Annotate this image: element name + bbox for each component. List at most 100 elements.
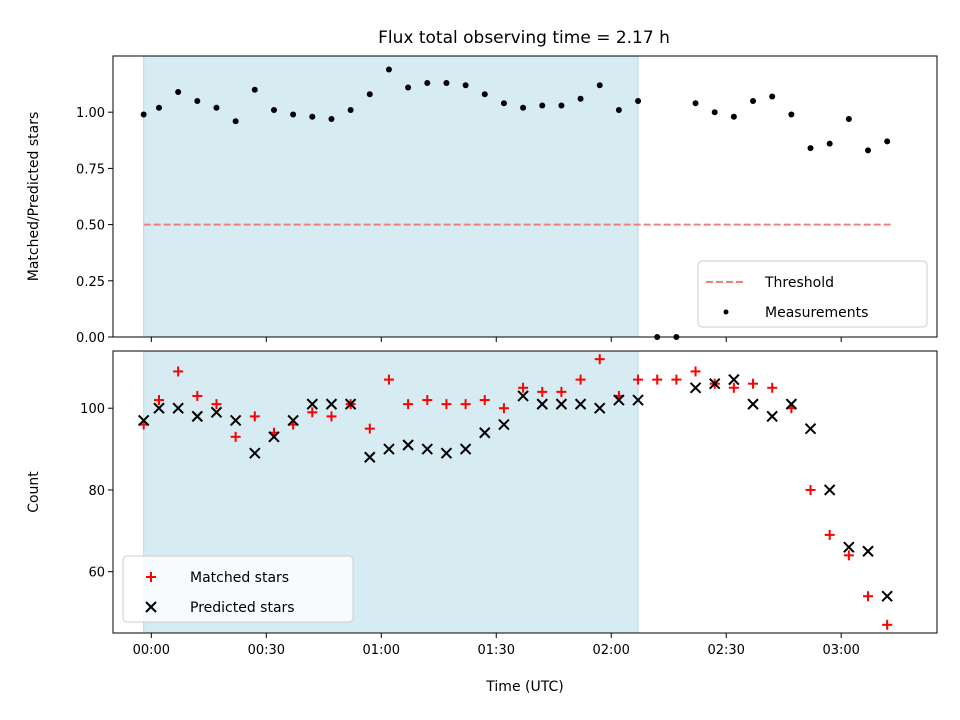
y-tick-label: 1.00 (76, 106, 105, 121)
predicted-stars-point (229, 414, 242, 427)
predicted-stars-point (823, 484, 836, 496)
series-measurements (140, 66, 891, 340)
matched-stars-point (383, 374, 394, 385)
matched-stars-point (824, 529, 835, 540)
measurement-point (692, 100, 699, 107)
legend-measurement-swatch (723, 309, 729, 315)
measurement-point (328, 115, 335, 122)
measurement-point (558, 102, 565, 109)
predicted-stars-point (843, 541, 855, 553)
x-tick-label: 01:30 (478, 643, 515, 658)
measurement-point (730, 113, 737, 120)
predicted-stars-point (766, 410, 778, 423)
measurement-point (270, 106, 277, 113)
axes-frame-0 (112, 55, 938, 338)
measurement-point (884, 138, 891, 145)
y-tick-label: 0.00 (76, 331, 105, 346)
matched-stars-point (652, 374, 663, 385)
predicted-stars-point (881, 590, 893, 602)
legend-label: Threshold (764, 275, 834, 291)
measurement-point (443, 79, 450, 86)
predicted-stars-point (402, 439, 414, 451)
top-panel: 0.00 0.25 0.50 0.75 1.00 Matched/Predicted st… (26, 55, 938, 346)
predicted-stars-point (344, 398, 357, 410)
predicted-stars-point (440, 447, 453, 459)
predicted-stars-point (364, 451, 376, 463)
predicted-stars-point (172, 402, 184, 414)
predicted-stars-point (804, 422, 817, 435)
predicted-stars-point (574, 398, 587, 410)
legend-label: Matched stars (190, 570, 289, 586)
measurement-point (865, 147, 872, 154)
measurement-point (347, 106, 354, 113)
predicted-stars-point (709, 377, 721, 390)
observing-span-0 (143, 55, 639, 338)
predicted-stars-point (632, 394, 644, 406)
matched-stars-point (460, 399, 471, 410)
matched-stars-point (843, 550, 854, 561)
matched-stars-point (728, 382, 739, 393)
matched-stars-point (863, 591, 874, 602)
measurement-point (309, 113, 316, 120)
predicted-stars-point (249, 447, 261, 459)
x-tick-label: 02:00 (592, 643, 629, 658)
predicted-stars-point (421, 443, 433, 455)
measurement-point (539, 102, 546, 109)
matched-stars-point (153, 395, 164, 406)
matched-stars-point (173, 366, 184, 377)
legend-box (122, 555, 354, 623)
predicted-stars-point (191, 410, 204, 423)
x-tick-label: 02:30 (707, 643, 744, 658)
measurement-point (788, 111, 795, 118)
legend-item: Measurements (723, 305, 868, 321)
matched-stars-point (882, 619, 893, 630)
predicted-stars-point (137, 414, 150, 427)
predicted-stars-point (268, 431, 280, 443)
legend-item: Matched stars (146, 570, 289, 586)
matched-stars-point (805, 484, 816, 495)
matched-stars-point (479, 395, 490, 406)
legend-1: Matched stars Predicted stars (122, 555, 354, 623)
legend-label: Predicted stars (190, 600, 295, 616)
series-matched-stars (138, 354, 893, 630)
x-tick-label: 01:00 (363, 643, 400, 658)
predicted-stars-point (594, 402, 606, 414)
x-axis-label: Time (UTC) (485, 679, 563, 695)
predicted-stars-point (785, 398, 798, 410)
predicted-stars-point (287, 414, 299, 427)
predicted-stars-point (383, 443, 395, 455)
measurement-point (807, 145, 814, 152)
y-tick-label: 80 (88, 484, 105, 499)
measurement-point (366, 91, 373, 98)
matched-stars-point (249, 411, 260, 422)
predicted-stars-point (536, 398, 548, 410)
measurement-point (155, 104, 162, 111)
measurement-point (385, 66, 392, 73)
predicted-stars-point (306, 398, 319, 410)
predicted-stars-point (479, 427, 491, 439)
predicted-stars-point (153, 402, 165, 414)
matched-stars-point (633, 374, 644, 385)
predicted-stars-point (862, 545, 874, 557)
y-tick-label: 0.75 (76, 162, 105, 177)
measurement-point (769, 93, 776, 100)
predicted-stars-point (325, 398, 338, 410)
measurement-point (577, 95, 584, 102)
x-tick-label: 00:00 (133, 643, 170, 658)
measurement-point (194, 97, 201, 104)
matched-stars-point (441, 399, 452, 410)
measurement-point (615, 106, 622, 113)
matched-stars-point (230, 431, 241, 442)
matched-stars-point (575, 374, 586, 385)
measurement-point (635, 97, 642, 104)
matched-stars-point (594, 354, 605, 365)
matched-stars-point (498, 403, 509, 414)
measurement-point (500, 100, 507, 107)
predicted-stars-point (728, 373, 740, 386)
measurement-point (405, 84, 412, 91)
measurement-point (251, 86, 258, 93)
predicted-stars-point (747, 398, 759, 410)
y-tick-label: 0.50 (76, 219, 105, 234)
legend-box (697, 260, 928, 328)
matched-stars-point (690, 366, 701, 377)
